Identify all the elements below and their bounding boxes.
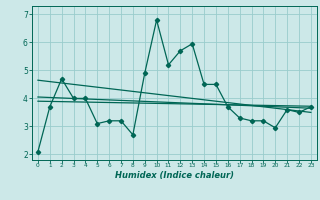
X-axis label: Humidex (Indice chaleur): Humidex (Indice chaleur): [115, 171, 234, 180]
